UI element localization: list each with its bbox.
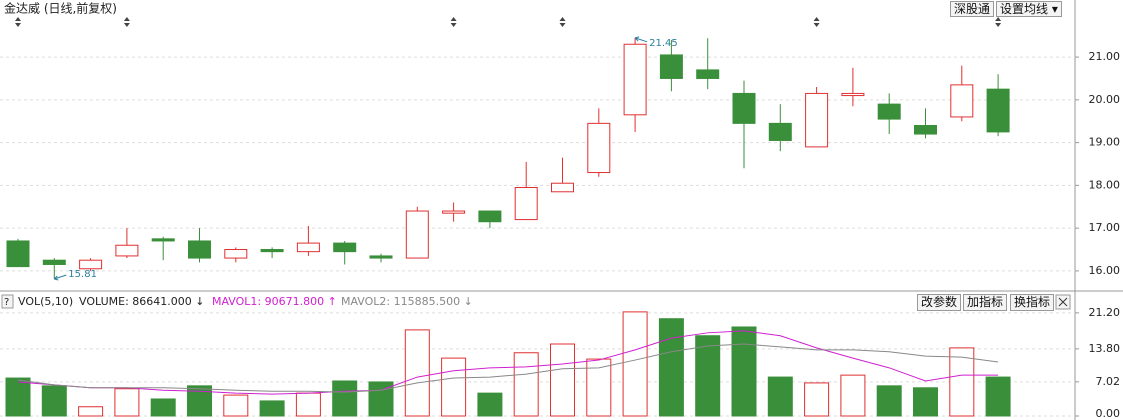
readout: MAVOL1: 90671.800 ↑ — [212, 295, 337, 308]
chart-title: 金达威 (日线,前复权) — [4, 1, 117, 16]
candle-body — [188, 240, 211, 259]
volume-bar — [477, 392, 503, 417]
indicator-button[interactable]: 改参数 — [917, 294, 962, 311]
readout: VOLUME: 86641.000 ↓ — [79, 295, 204, 308]
toolbar-button[interactable]: 设置均线 ▾ — [996, 1, 1062, 17]
candle-body — [79, 259, 103, 270]
candle-body — [950, 84, 974, 118]
toolbar-button[interactable]: 深股通 — [950, 1, 995, 17]
help-icon[interactable] — [1, 294, 14, 309]
y-tick-label: 17.00 — [1089, 221, 1121, 234]
indicator-button[interactable]: 加指标 — [963, 294, 1008, 311]
volume-bar — [150, 398, 176, 417]
volume-bar — [295, 392, 321, 417]
ma-line — [17, 330, 999, 395]
candle-body — [914, 125, 937, 135]
candle-body — [260, 249, 284, 253]
y-tick-label: 0.00 — [1096, 407, 1121, 420]
candle-body — [442, 210, 466, 214]
candle-body — [224, 249, 248, 259]
volume-bar — [332, 380, 358, 417]
volume-bar — [804, 382, 830, 417]
candle-body — [6, 240, 30, 268]
y-tick-label: 7.02 — [1096, 375, 1121, 388]
candle-body — [659, 54, 683, 79]
volume-bar — [731, 326, 757, 417]
candle-body — [768, 122, 792, 141]
max-pointer — [634, 36, 648, 43]
volume-bar — [114, 388, 140, 417]
candle-body — [478, 210, 502, 223]
y-tick-label: 21.00 — [1089, 50, 1121, 63]
y-tick-label: 21.20 — [1089, 306, 1121, 319]
max-label: 21.45 — [649, 38, 678, 49]
event-marker — [450, 17, 457, 27]
candle-body — [841, 92, 865, 97]
readout: MAVOL2: 115885.500 ↓ — [341, 295, 473, 308]
volume-bar — [840, 374, 866, 417]
volume-bar — [767, 376, 793, 417]
y-tick-label: 18.00 — [1089, 178, 1121, 191]
candle-body — [405, 210, 429, 259]
candle-body — [623, 43, 647, 116]
volume-title: VOL(5,10) — [18, 295, 73, 308]
candle-body — [805, 92, 829, 148]
close-icon — [1058, 297, 1068, 307]
volume-bar — [622, 311, 648, 417]
candle-body — [115, 244, 139, 257]
candle-body — [551, 182, 574, 193]
event-marker — [15, 17, 21, 27]
volume-bar — [985, 376, 1011, 417]
volume-bar — [187, 385, 212, 417]
y-tick-label: 20.00 — [1089, 93, 1121, 106]
candle-body — [369, 255, 393, 259]
y-tick-label: 19.00 — [1089, 136, 1121, 149]
event-marker — [813, 17, 820, 27]
volume-bar — [586, 358, 612, 417]
ma-line — [17, 343, 999, 393]
y-tick-label: 13.80 — [1089, 342, 1121, 355]
volume-bar — [913, 387, 938, 417]
volume-bar — [876, 385, 902, 417]
candle-body — [587, 122, 611, 174]
candle-body — [296, 242, 320, 253]
volume-bar — [259, 400, 285, 417]
volume-bar — [41, 385, 67, 417]
event-marker — [559, 17, 566, 27]
indicator-button[interactable]: 换指标 — [1010, 294, 1055, 311]
volume-bar — [78, 406, 104, 417]
volume-bar — [223, 394, 249, 417]
y-tick-label: 16.00 — [1089, 264, 1121, 277]
help-glyph: ? — [4, 297, 9, 308]
volume-bar — [949, 347, 975, 417]
event-marker — [123, 17, 130, 27]
candle-body — [42, 259, 66, 265]
candle-body — [333, 242, 357, 253]
volume-bar — [658, 318, 684, 417]
min-label: 15.81 — [68, 269, 97, 280]
candle-body — [514, 187, 538, 221]
volume-bar — [441, 357, 467, 417]
volume-bar — [695, 335, 721, 417]
volume-bar — [404, 329, 430, 417]
candle-body — [696, 69, 720, 79]
volume-bar — [550, 343, 575, 417]
event-marker — [995, 17, 1002, 27]
candle-body — [732, 92, 756, 124]
candle-body — [877, 103, 901, 120]
volume-bar — [5, 377, 31, 417]
volume-bar — [513, 352, 539, 417]
candle-body — [151, 238, 175, 242]
min-pointer — [53, 274, 67, 281]
candle-body — [986, 88, 1010, 133]
